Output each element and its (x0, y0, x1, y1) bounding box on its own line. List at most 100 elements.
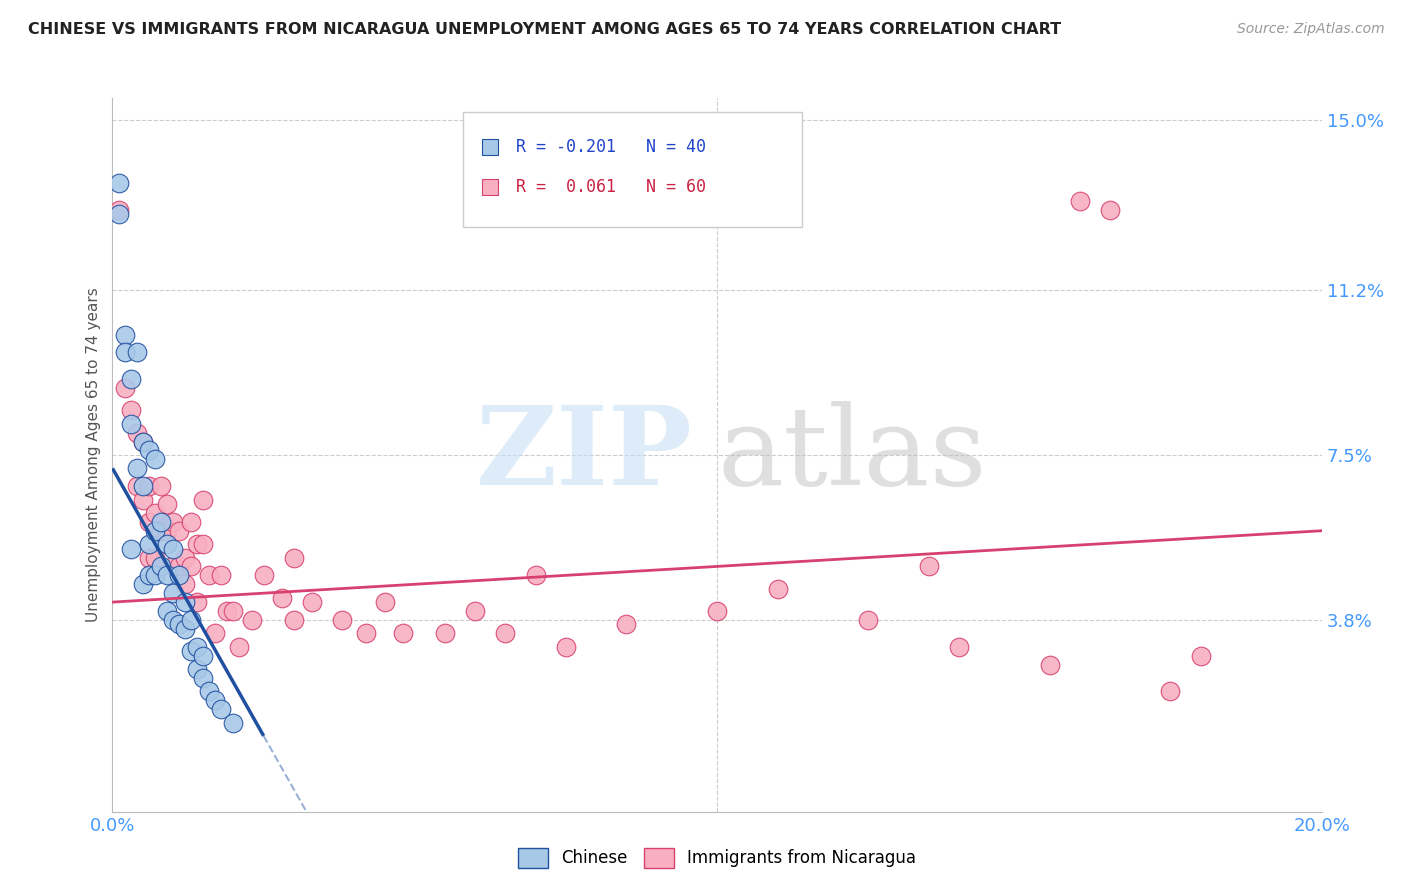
Point (283, 550, 305, 565)
Point (356, 626, 378, 640)
Point (1189, 648, 1212, 663)
Point (209, 568, 232, 582)
Point (616, 617, 638, 632)
Point (209, 702, 232, 716)
Point (125, 479, 148, 493)
Point (132, 479, 155, 493)
Point (706, 604, 728, 618)
Point (495, 626, 517, 640)
Point (120, 403, 142, 417)
Point (125, 345, 148, 359)
Point (125, 425, 148, 440)
Point (149, 479, 172, 493)
Point (162, 541, 184, 556)
Point (114, 327, 136, 342)
Point (132, 434, 155, 449)
Point (143, 568, 166, 582)
Point (186, 640, 208, 654)
Text: R =  0.061   N = 60: R = 0.061 N = 60 (516, 178, 706, 196)
Text: Source: ZipAtlas.com: Source: ZipAtlas.com (1237, 22, 1385, 37)
Point (191, 671, 214, 685)
Point (464, 604, 486, 618)
Point (301, 595, 323, 609)
Point (174, 550, 197, 565)
Point (1098, 202, 1121, 217)
Point (149, 559, 172, 574)
Point (228, 640, 250, 654)
Point (766, 582, 789, 596)
Point (107, 207, 129, 221)
Point (143, 524, 166, 538)
Point (222, 715, 245, 730)
Point (180, 613, 202, 627)
Point (180, 559, 202, 574)
Point (156, 497, 179, 511)
Point (143, 452, 166, 467)
Point (1069, 194, 1091, 208)
Text: R = -0.201   N = 40: R = -0.201 N = 40 (516, 137, 706, 155)
Point (270, 591, 292, 605)
Point (149, 515, 172, 529)
Point (191, 648, 214, 663)
Y-axis label: Unemployment Among Ages 65 to 74 years: Unemployment Among Ages 65 to 74 years (86, 287, 101, 623)
Point (1159, 684, 1181, 698)
Point (330, 613, 353, 627)
Point (132, 434, 155, 449)
Point (156, 568, 179, 582)
Point (186, 595, 208, 609)
Point (918, 559, 941, 574)
Point (138, 479, 160, 493)
Text: ZIP: ZIP (477, 401, 693, 508)
Point (120, 372, 142, 386)
Point (156, 604, 179, 618)
Point (132, 492, 155, 507)
Point (167, 617, 190, 632)
Point (180, 644, 202, 658)
Point (167, 568, 190, 582)
Point (132, 577, 155, 591)
Point (198, 568, 221, 582)
Point (138, 443, 160, 458)
Point (114, 381, 136, 395)
Point (120, 417, 142, 431)
Point (198, 684, 221, 698)
Point (283, 613, 305, 627)
Point (156, 524, 179, 538)
Point (222, 604, 245, 618)
Point (391, 626, 413, 640)
Point (204, 693, 226, 707)
Point (856, 613, 880, 627)
Legend: Chinese, Immigrants from Nicaragua: Chinese, Immigrants from Nicaragua (510, 841, 924, 875)
Point (138, 568, 160, 582)
Point (253, 568, 276, 582)
Point (162, 515, 184, 529)
Point (138, 537, 160, 551)
Point (524, 568, 547, 582)
Point (167, 559, 190, 574)
Point (107, 202, 129, 217)
Point (1038, 657, 1062, 672)
Point (107, 176, 129, 190)
Point (217, 604, 239, 618)
Point (948, 640, 970, 654)
Point (143, 550, 166, 565)
Point (143, 506, 166, 520)
Point (186, 537, 208, 551)
Point (174, 595, 197, 609)
Point (191, 492, 214, 507)
Point (120, 541, 142, 556)
Point (149, 524, 172, 538)
Point (180, 515, 202, 529)
Text: atlas: atlas (717, 401, 987, 508)
Point (162, 613, 184, 627)
Point (554, 640, 576, 654)
Point (167, 524, 190, 538)
Point (204, 626, 226, 640)
Point (125, 461, 148, 475)
Point (240, 613, 263, 627)
Point (138, 515, 160, 529)
Point (174, 577, 197, 591)
Point (114, 345, 136, 359)
Point (156, 537, 179, 551)
Point (162, 586, 184, 600)
